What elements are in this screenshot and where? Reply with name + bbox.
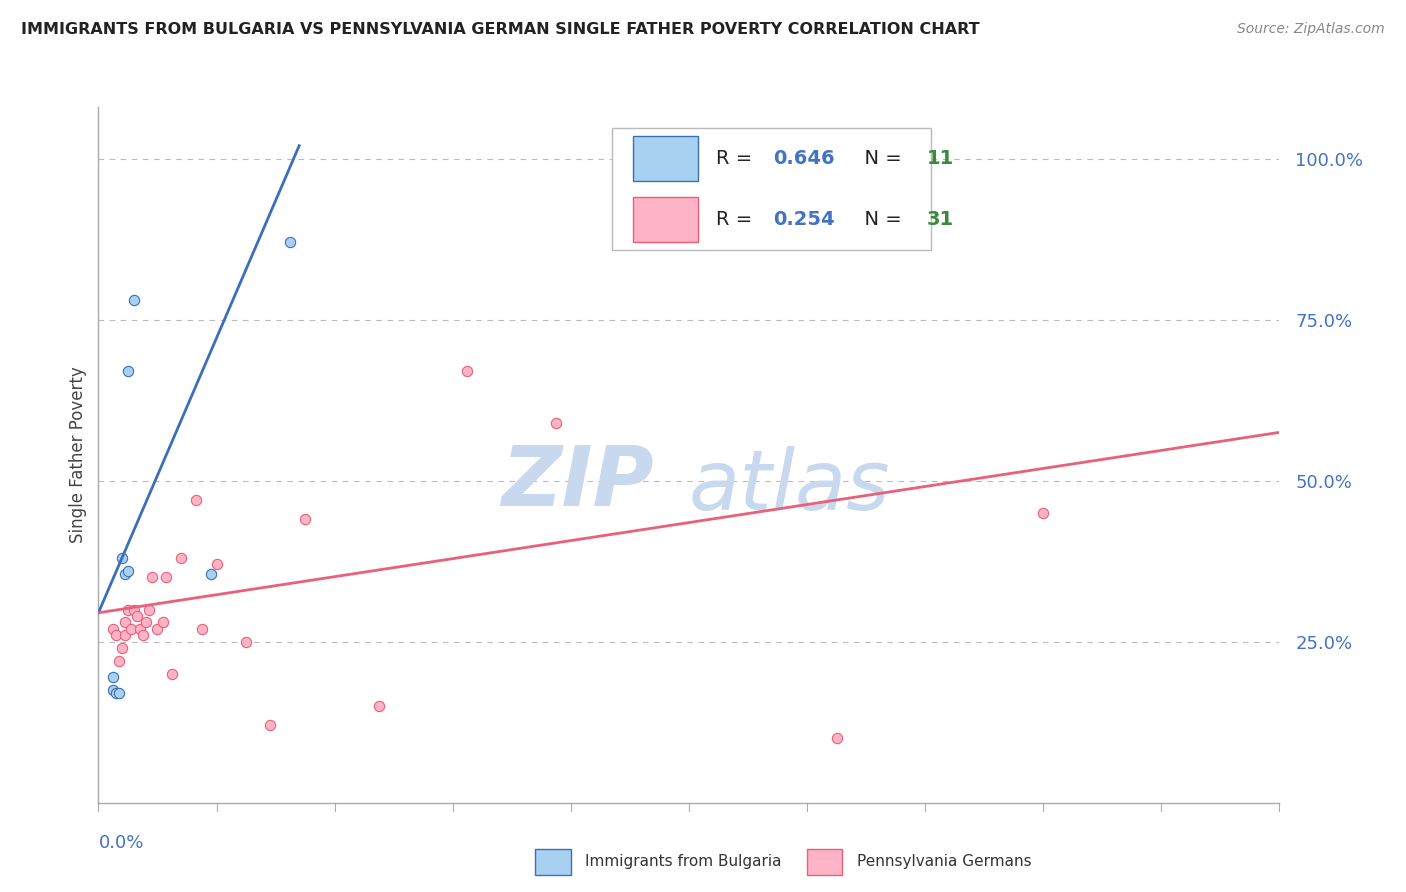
Point — [825, 731, 848, 746]
Point — [122, 602, 145, 616]
Point — [135, 615, 157, 630]
Point — [141, 570, 163, 584]
Point — [294, 512, 316, 526]
Point — [108, 686, 131, 700]
Text: 0.254: 0.254 — [773, 210, 834, 228]
Text: 0.646: 0.646 — [773, 149, 834, 168]
Y-axis label: Single Father Poverty: Single Father Poverty — [69, 367, 87, 543]
Text: Immigrants from Bulgaria: Immigrants from Bulgaria — [585, 855, 782, 870]
Point — [456, 364, 478, 378]
Text: 31: 31 — [927, 210, 953, 228]
Point — [114, 628, 136, 642]
FancyBboxPatch shape — [612, 128, 931, 250]
FancyBboxPatch shape — [536, 848, 571, 875]
Point — [114, 567, 136, 582]
Text: 0.0%: 0.0% — [98, 834, 143, 852]
Text: atlas: atlas — [689, 446, 890, 527]
Text: Pennsylvania Germans: Pennsylvania Germans — [856, 855, 1031, 870]
Point — [125, 609, 148, 624]
Text: N =: N = — [852, 149, 908, 168]
Point — [114, 615, 136, 630]
Point — [170, 551, 193, 566]
Point — [105, 628, 128, 642]
Point — [108, 654, 131, 668]
Point — [152, 615, 174, 630]
Point — [200, 567, 222, 582]
Point — [138, 602, 160, 616]
Text: R =: R = — [716, 210, 759, 228]
Text: ZIP: ZIP — [501, 442, 654, 524]
Text: IMMIGRANTS FROM BULGARIA VS PENNSYLVANIA GERMAN SINGLE FATHER POVERTY CORRELATIO: IMMIGRANTS FROM BULGARIA VS PENNSYLVANIA… — [21, 22, 980, 37]
Point — [235, 634, 257, 648]
Point — [103, 683, 125, 698]
Point — [368, 699, 391, 714]
Point — [544, 416, 567, 430]
Point — [205, 558, 228, 572]
Text: Source: ZipAtlas.com: Source: ZipAtlas.com — [1237, 22, 1385, 37]
Point — [128, 622, 150, 636]
Point — [120, 622, 142, 636]
Point — [111, 641, 134, 656]
Point — [122, 293, 145, 308]
Point — [191, 622, 214, 636]
Text: R =: R = — [716, 149, 759, 168]
Point — [111, 551, 134, 566]
Point — [155, 570, 177, 584]
Text: 11: 11 — [927, 149, 953, 168]
Point — [259, 718, 281, 732]
Point — [117, 364, 139, 378]
Point — [1032, 506, 1054, 520]
Point — [105, 686, 128, 700]
Point — [103, 622, 125, 636]
Point — [117, 602, 139, 616]
Point — [132, 628, 155, 642]
Point — [184, 493, 207, 508]
FancyBboxPatch shape — [634, 136, 699, 181]
FancyBboxPatch shape — [807, 848, 842, 875]
Text: N =: N = — [852, 210, 908, 228]
Point — [162, 667, 183, 681]
Point — [278, 235, 302, 250]
Point — [146, 622, 169, 636]
FancyBboxPatch shape — [634, 196, 699, 242]
Point — [117, 564, 139, 578]
Point — [103, 670, 125, 684]
